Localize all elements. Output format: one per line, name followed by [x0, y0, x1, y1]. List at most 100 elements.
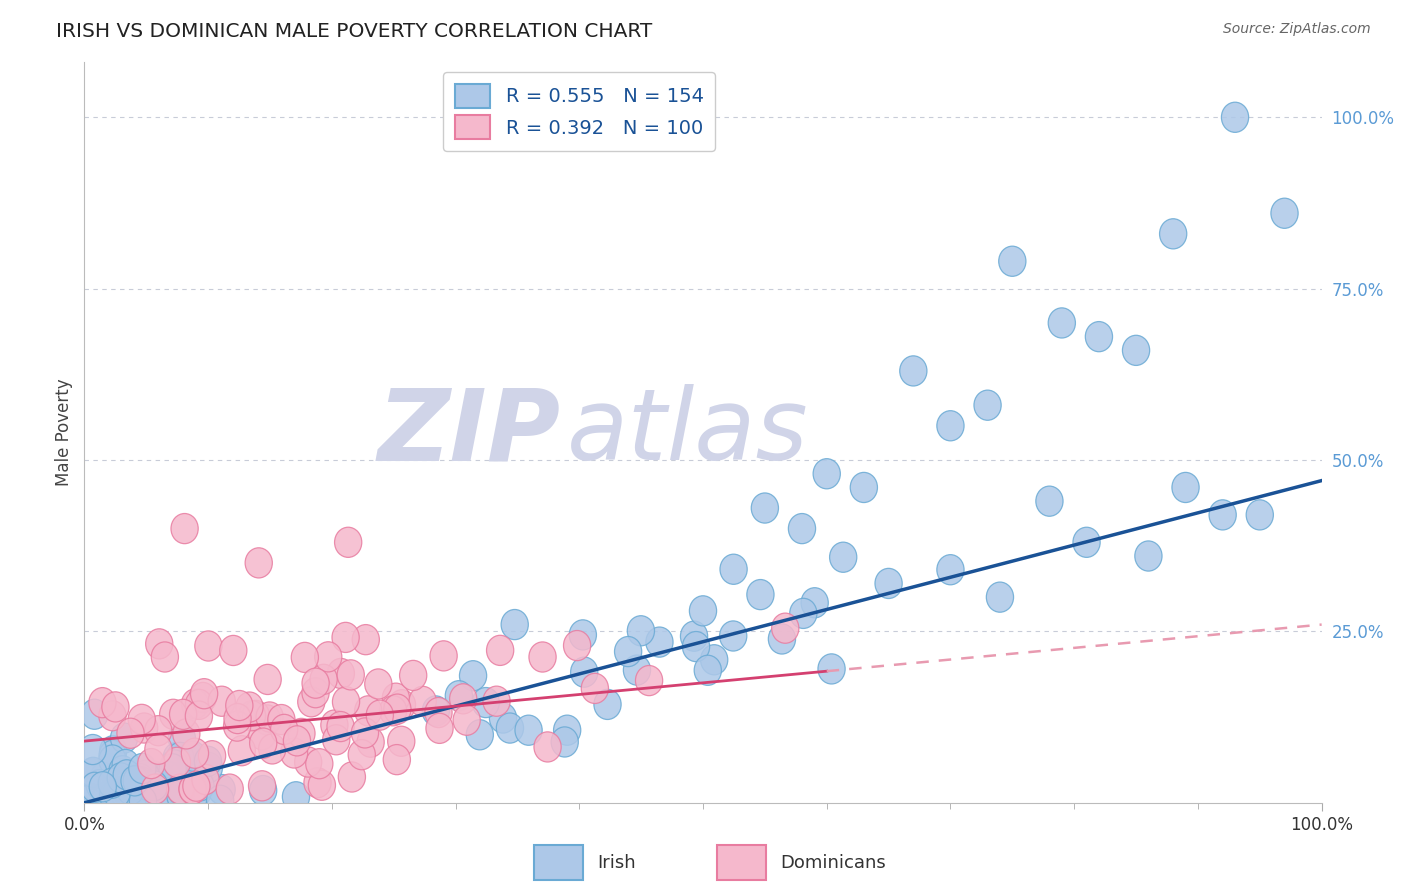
Ellipse shape — [89, 688, 117, 718]
Ellipse shape — [98, 764, 127, 795]
Ellipse shape — [159, 699, 187, 730]
Ellipse shape — [118, 768, 146, 798]
Ellipse shape — [146, 764, 173, 795]
Ellipse shape — [180, 785, 207, 815]
Ellipse shape — [103, 785, 129, 814]
Text: Dominicans: Dominicans — [780, 854, 886, 871]
Text: ZIP: ZIP — [378, 384, 561, 481]
Ellipse shape — [129, 786, 156, 816]
Ellipse shape — [689, 596, 717, 626]
Ellipse shape — [169, 723, 195, 754]
Ellipse shape — [529, 642, 557, 672]
Ellipse shape — [79, 775, 107, 805]
Ellipse shape — [82, 772, 110, 801]
Ellipse shape — [720, 554, 747, 584]
Ellipse shape — [79, 734, 107, 764]
Ellipse shape — [159, 754, 186, 784]
Ellipse shape — [157, 783, 186, 814]
Ellipse shape — [772, 613, 799, 643]
Ellipse shape — [554, 715, 581, 746]
Ellipse shape — [486, 635, 513, 665]
Ellipse shape — [305, 748, 333, 779]
Ellipse shape — [80, 699, 108, 730]
Ellipse shape — [936, 555, 965, 585]
Ellipse shape — [100, 736, 127, 766]
Ellipse shape — [298, 687, 325, 717]
Ellipse shape — [851, 473, 877, 502]
Ellipse shape — [124, 783, 150, 814]
Text: Source: ZipAtlas.com: Source: ZipAtlas.com — [1223, 22, 1371, 37]
Ellipse shape — [245, 548, 273, 578]
Ellipse shape — [183, 771, 209, 801]
Ellipse shape — [1173, 473, 1199, 502]
Ellipse shape — [249, 775, 277, 805]
Ellipse shape — [349, 739, 375, 770]
Ellipse shape — [132, 780, 159, 811]
Ellipse shape — [614, 637, 641, 666]
Ellipse shape — [501, 609, 529, 640]
Ellipse shape — [627, 615, 655, 646]
Ellipse shape — [122, 772, 149, 803]
Ellipse shape — [153, 761, 181, 791]
Ellipse shape — [1271, 198, 1298, 228]
Ellipse shape — [308, 770, 336, 800]
Ellipse shape — [291, 642, 318, 673]
Ellipse shape — [280, 738, 308, 768]
Ellipse shape — [720, 621, 747, 651]
Ellipse shape — [236, 692, 263, 723]
Ellipse shape — [194, 747, 222, 776]
Ellipse shape — [80, 757, 107, 788]
Ellipse shape — [288, 718, 315, 748]
Ellipse shape — [830, 542, 856, 573]
Ellipse shape — [987, 582, 1014, 612]
Ellipse shape — [172, 784, 198, 814]
Ellipse shape — [254, 665, 281, 695]
Ellipse shape — [195, 631, 222, 661]
Ellipse shape — [127, 764, 153, 794]
Ellipse shape — [90, 763, 117, 793]
Ellipse shape — [593, 690, 621, 720]
Ellipse shape — [818, 654, 845, 684]
Ellipse shape — [636, 665, 662, 696]
Ellipse shape — [98, 700, 127, 731]
Ellipse shape — [1122, 335, 1150, 366]
Ellipse shape — [207, 785, 233, 815]
Ellipse shape — [551, 727, 578, 757]
Ellipse shape — [446, 681, 472, 711]
Ellipse shape — [110, 764, 138, 795]
Ellipse shape — [253, 705, 281, 735]
Ellipse shape — [91, 785, 118, 815]
Ellipse shape — [467, 720, 494, 750]
Ellipse shape — [1160, 219, 1187, 249]
Ellipse shape — [1036, 486, 1063, 516]
Ellipse shape — [270, 714, 298, 745]
Ellipse shape — [121, 765, 148, 796]
Ellipse shape — [1222, 103, 1249, 132]
Ellipse shape — [747, 580, 775, 610]
Ellipse shape — [118, 776, 146, 806]
Ellipse shape — [384, 745, 411, 775]
Ellipse shape — [79, 758, 107, 789]
Ellipse shape — [249, 720, 276, 750]
Ellipse shape — [250, 728, 277, 758]
Ellipse shape — [335, 527, 361, 558]
Ellipse shape — [425, 698, 453, 728]
Ellipse shape — [1246, 500, 1274, 530]
Ellipse shape — [242, 700, 270, 731]
Ellipse shape — [167, 774, 194, 805]
Ellipse shape — [129, 754, 156, 783]
Ellipse shape — [700, 645, 728, 675]
Ellipse shape — [302, 668, 329, 698]
Ellipse shape — [104, 769, 132, 799]
Ellipse shape — [1085, 322, 1112, 351]
Ellipse shape — [80, 773, 107, 804]
Ellipse shape — [382, 683, 409, 714]
Text: atlas: atlas — [567, 384, 808, 481]
Ellipse shape — [111, 767, 138, 797]
Ellipse shape — [82, 772, 108, 803]
Ellipse shape — [998, 246, 1026, 277]
Ellipse shape — [354, 696, 382, 726]
Ellipse shape — [100, 780, 127, 811]
Ellipse shape — [228, 736, 256, 765]
Ellipse shape — [98, 781, 127, 812]
